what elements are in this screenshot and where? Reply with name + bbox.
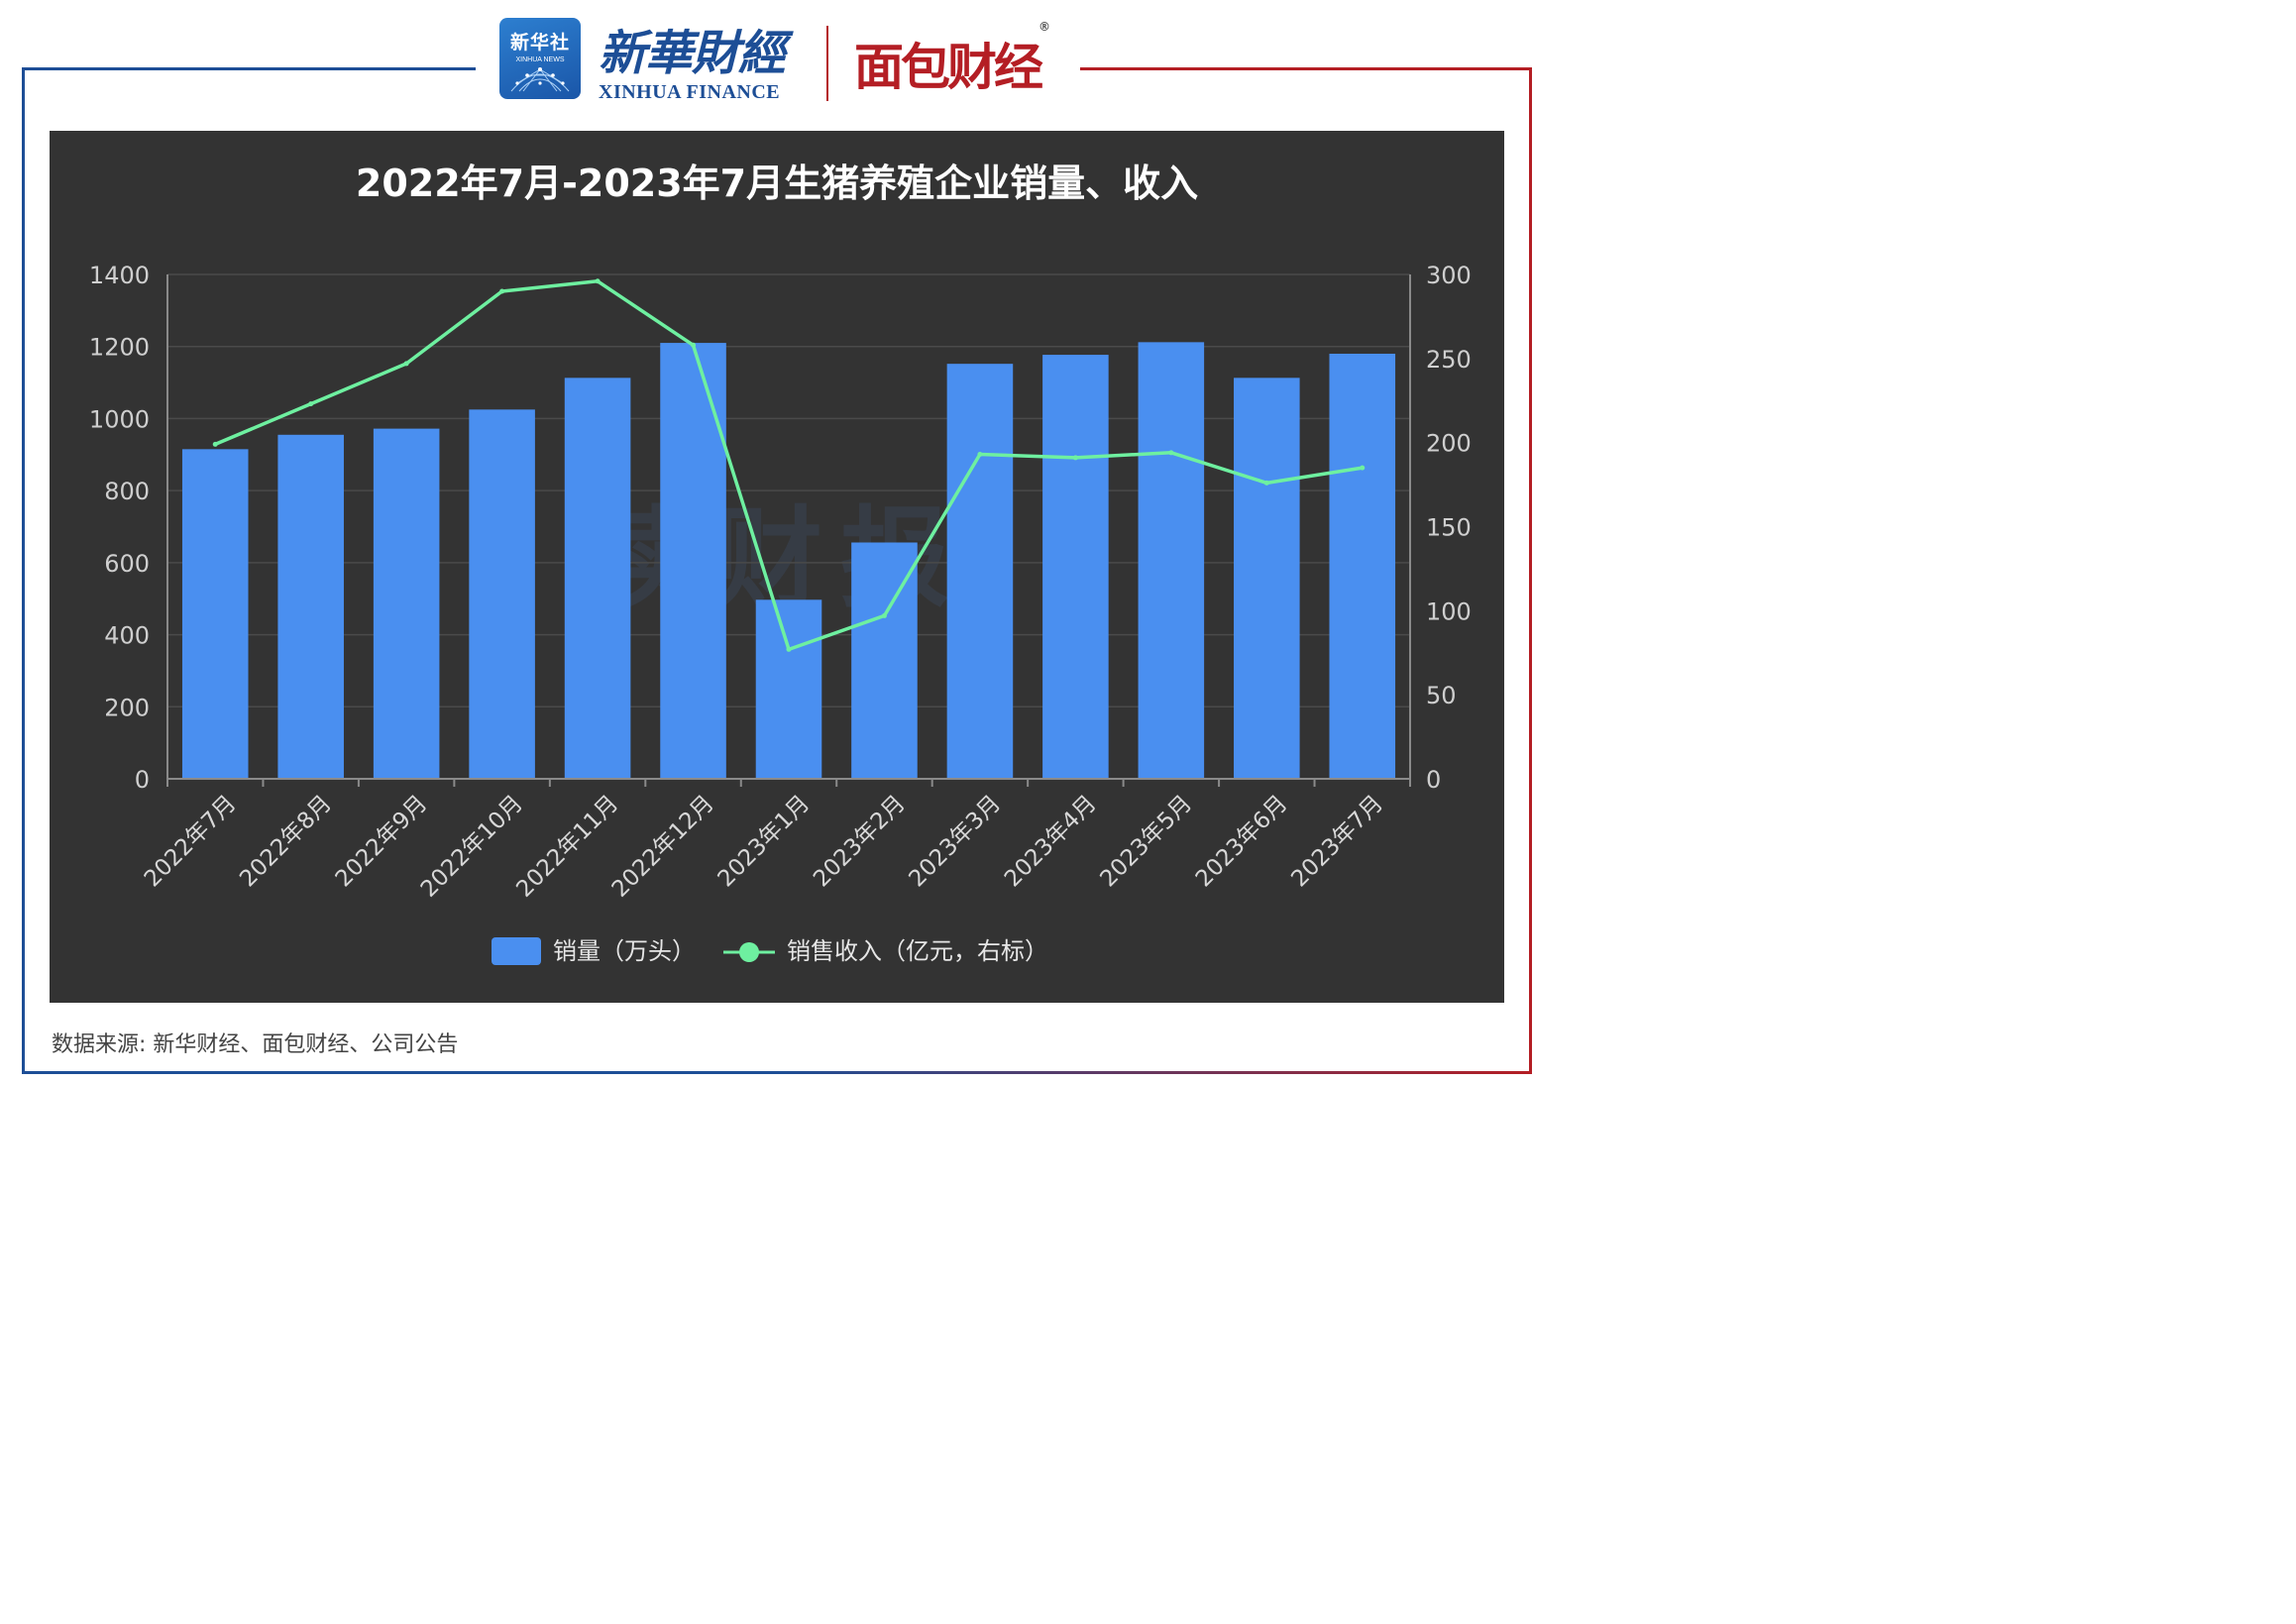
frame-left-line bbox=[22, 67, 25, 1074]
bar-series bbox=[181, 342, 1396, 779]
y-right-tick-label: 50 bbox=[1426, 682, 1457, 709]
logo-divider bbox=[826, 26, 828, 101]
bar bbox=[1042, 355, 1109, 779]
mianbao-finance-name: 面包财经 bbox=[854, 39, 1043, 96]
y-left-tick-label: 600 bbox=[104, 550, 150, 578]
bar bbox=[1329, 353, 1396, 779]
line-point bbox=[499, 288, 505, 294]
line-point bbox=[1360, 465, 1366, 471]
y-right-tick-label: 300 bbox=[1426, 262, 1472, 289]
frame-bottom-line bbox=[22, 1071, 1532, 1074]
y-left-tick-label: 400 bbox=[104, 622, 150, 650]
y-right-tick-label: 0 bbox=[1426, 766, 1441, 794]
line-series bbox=[212, 278, 1366, 652]
x-tick-label: 2023年5月 bbox=[1095, 791, 1197, 893]
frame-right-line bbox=[1529, 67, 1532, 1074]
frame-top-right-line bbox=[1080, 67, 1532, 70]
line-point bbox=[308, 401, 314, 407]
line-point bbox=[403, 361, 409, 367]
x-tick-label: 2023年6月 bbox=[1191, 791, 1293, 893]
y-left-tick-label: 200 bbox=[104, 694, 150, 721]
xinhua-finance-cn: 新華財經 bbox=[599, 26, 786, 81]
report-frame bbox=[22, 67, 1532, 1074]
x-tick-label: 2023年2月 bbox=[809, 791, 911, 893]
xinhua-finance-logo: 新華財經 XINHUA FINANCE bbox=[599, 14, 786, 104]
y-left-tick-label: 0 bbox=[135, 766, 150, 794]
legend-line-marker bbox=[739, 942, 759, 962]
bar bbox=[181, 449, 249, 779]
legend-line-label: 销售收入（亿元，右标） bbox=[787, 937, 1048, 965]
line-point bbox=[977, 452, 983, 458]
y-right-tick-label: 250 bbox=[1426, 346, 1472, 374]
x-tick-label: 2022年7月 bbox=[140, 791, 242, 893]
bar bbox=[946, 364, 1014, 779]
chart-panel: 2022年7月-2023年7月生猪养殖企业销量、收入 读财报 0 200 400 60… bbox=[50, 131, 1504, 1003]
combo-chart: 2022年7月-2023年7月生猪养殖企业销量、收入 读财报 020040060… bbox=[89, 162, 1472, 965]
line-point bbox=[595, 278, 601, 284]
xinhua-badge-cn: 新华社 bbox=[509, 32, 570, 54]
line-point bbox=[786, 646, 792, 652]
y-left-tick-label: 800 bbox=[104, 478, 150, 505]
line-point bbox=[1072, 455, 1078, 461]
legend-bar-label: 销量（万头） bbox=[553, 937, 696, 965]
xinhua-news-logo: 新华社 XINHUA NEWS bbox=[499, 18, 581, 99]
network-globe-icon bbox=[510, 67, 570, 92]
x-tick-label: 2022年8月 bbox=[235, 791, 337, 893]
bar bbox=[469, 409, 535, 779]
x-tick-label: 2023年3月 bbox=[905, 791, 1007, 893]
source-note: 数据来源: 新华财经、面包财经、公司公告 bbox=[52, 1032, 459, 1057]
bar bbox=[660, 343, 726, 779]
bar bbox=[373, 428, 440, 779]
x-tick-label: 2022年11月 bbox=[511, 791, 623, 903]
header-logos: 新华社 XINHUA NEWS 新華財經 XINHUA FINANCE 面包财经… bbox=[495, 14, 1070, 105]
xinhua-badge-en: XINHUA NEWS bbox=[515, 56, 565, 63]
y-left-tick-label: 1200 bbox=[89, 334, 150, 362]
registered-mark: ® bbox=[1039, 20, 1050, 34]
line-point bbox=[691, 342, 697, 348]
y-right-tick-label: 200 bbox=[1426, 430, 1472, 458]
x-tick-label: 2023年7月 bbox=[1286, 791, 1388, 893]
x-tick-label: 2022年10月 bbox=[416, 791, 528, 903]
bar bbox=[277, 434, 344, 779]
xinhua-finance-en: XINHUA FINANCE bbox=[599, 81, 781, 103]
line-point bbox=[881, 612, 887, 618]
mianbao-finance-logo: 面包财经 ® bbox=[854, 20, 1050, 99]
bar bbox=[755, 599, 822, 779]
y-left-tick-label: 1000 bbox=[89, 405, 150, 433]
line-point bbox=[212, 441, 218, 447]
x-tick-label: 2023年1月 bbox=[713, 791, 816, 893]
line-point bbox=[1263, 480, 1269, 486]
line-point bbox=[1168, 450, 1174, 456]
chart-legend: 销量（万头） 销售收入（亿元，右标） bbox=[492, 937, 1048, 965]
x-tick-label: 2023年4月 bbox=[1000, 791, 1102, 893]
y-right-tick-label: 150 bbox=[1426, 514, 1472, 542]
legend-bar-swatch bbox=[492, 937, 541, 965]
bar bbox=[1234, 378, 1300, 779]
bar bbox=[564, 378, 631, 779]
x-tick-label: 2022年9月 bbox=[331, 791, 433, 893]
y-right-tick-label: 100 bbox=[1426, 597, 1472, 625]
frame-top-left-line bbox=[22, 67, 476, 70]
chart-title: 2022年7月-2023年7月生猪养殖企业销量、收入 bbox=[356, 162, 1198, 205]
y-left-tick-label: 1400 bbox=[89, 262, 150, 289]
x-tick-label: 2022年12月 bbox=[607, 791, 719, 903]
bar bbox=[1138, 342, 1205, 779]
